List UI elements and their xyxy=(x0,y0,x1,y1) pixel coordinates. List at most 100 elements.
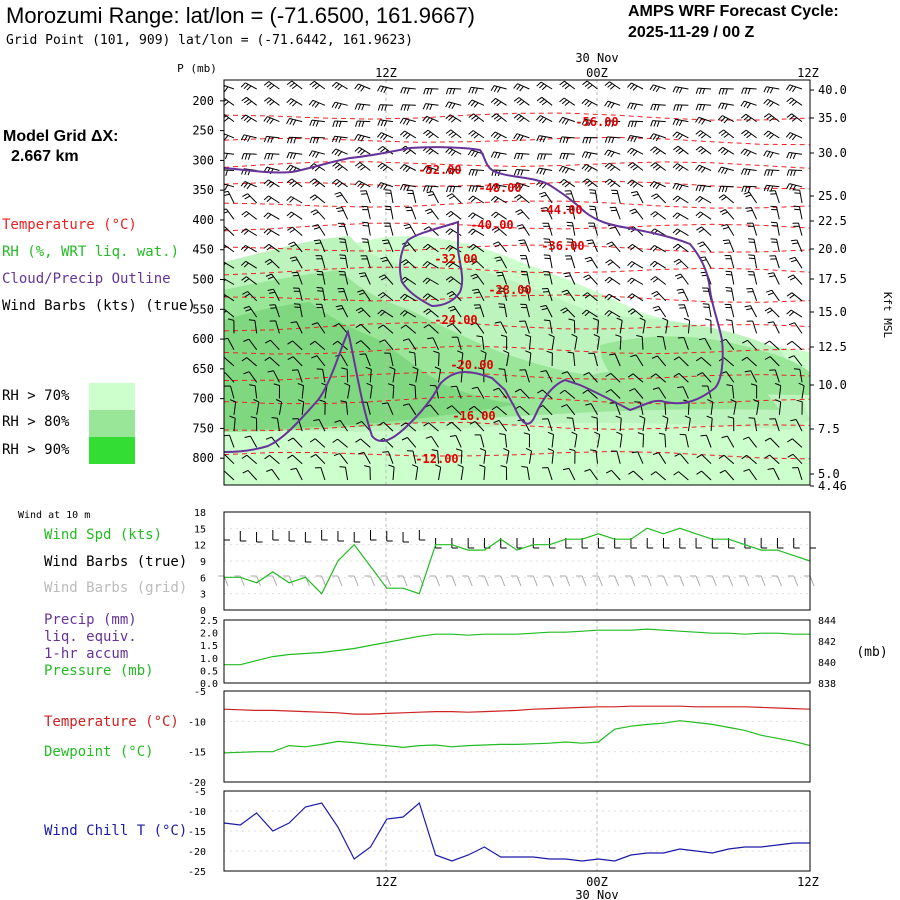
wind-barb-staff xyxy=(634,388,644,399)
ts-barb-grid xyxy=(663,575,668,587)
wind-barb-staff xyxy=(725,371,735,383)
wind-barb-feather xyxy=(584,100,590,106)
wind-barb-feather xyxy=(513,97,520,102)
wind-barb-staff xyxy=(597,320,599,334)
wind-barb-staff xyxy=(658,387,667,399)
wind-barb-feather xyxy=(770,221,778,224)
wind-barb-feather xyxy=(636,335,643,338)
wind-barb-feather xyxy=(790,419,797,422)
wind-barb-staff xyxy=(390,206,394,220)
wind-barb-feather xyxy=(490,151,495,158)
wind-barb-feather xyxy=(333,452,340,457)
wind-barb-feather xyxy=(718,185,722,193)
wind-barb-feather xyxy=(480,350,487,354)
wind-barb-feather xyxy=(607,180,613,185)
wind-barb-feather xyxy=(246,85,252,91)
wind-barb-staff xyxy=(610,259,621,269)
wind-barb-feather xyxy=(400,422,407,427)
windchill-axes: -10-15-20-25-5 xyxy=(188,787,206,878)
wind-barb-feather xyxy=(561,180,568,186)
wind-barb-staff xyxy=(685,434,689,448)
wind-barb-staff xyxy=(495,211,507,220)
wind-barb-staff xyxy=(746,454,757,465)
wind-barb-feather xyxy=(723,118,729,124)
wind-barb-staff xyxy=(269,258,280,269)
wind-barb-feather xyxy=(287,356,294,361)
wind-barb-staff xyxy=(470,185,484,188)
wind-barb-feather xyxy=(313,419,320,422)
wind-barb-feather xyxy=(763,86,767,93)
wind-barb-staff xyxy=(566,371,576,383)
wind-barb-feather xyxy=(387,383,394,387)
wind-barb-feather xyxy=(357,164,363,169)
wind-barb-feather xyxy=(243,98,250,104)
isotherm xyxy=(224,421,810,431)
wind-barb-staff xyxy=(586,309,598,318)
wind-barb-feather xyxy=(470,214,476,220)
wind-barb-staff xyxy=(483,466,486,481)
wind-barb-feather xyxy=(388,464,395,468)
wind-barb-feather xyxy=(649,245,655,251)
wind-barb-field xyxy=(224,80,805,481)
ts-barb-grid xyxy=(435,575,441,587)
wind-barb-feather xyxy=(720,167,725,174)
wind-barb-feather xyxy=(308,150,313,157)
wind-barb-feather xyxy=(604,293,610,299)
wind-barb-staff xyxy=(479,304,485,318)
wind-barb-feather xyxy=(275,399,282,403)
wind-barb-staff xyxy=(456,386,462,399)
wind-barb-feather xyxy=(449,435,456,437)
wind-barb-feather xyxy=(311,82,318,88)
wind-barb-feather xyxy=(584,152,589,159)
wind-barb-feather xyxy=(496,101,502,107)
rh85-area xyxy=(224,302,520,430)
wind-barb-feather xyxy=(519,184,524,190)
wind-barb-feather xyxy=(498,303,505,305)
wind-barb-feather xyxy=(471,261,478,266)
ts-barb-grid xyxy=(809,575,815,587)
ts-barb-grid xyxy=(321,575,327,587)
wind-barb-staff xyxy=(710,401,714,415)
wind-barb-feather xyxy=(331,179,338,184)
wind-barb-feather xyxy=(451,169,456,175)
wind-barb-feather xyxy=(684,415,691,419)
wind-barb-staff xyxy=(474,421,485,432)
wind-barb-staff xyxy=(266,153,280,155)
wind-barb-feather xyxy=(425,436,432,439)
grid-spacing-value: 2.667 km xyxy=(11,148,79,165)
wind-barb-staff xyxy=(748,436,757,448)
wind-barb-staff xyxy=(361,421,371,432)
wind-barb-feather xyxy=(700,434,707,437)
wind-tick-label: 0 xyxy=(200,606,206,617)
wind-barb-feather xyxy=(476,335,483,338)
wind-barb-feather xyxy=(516,224,523,227)
wind-barb-staff xyxy=(432,191,439,204)
wind-barb-staff xyxy=(474,258,485,269)
wind-barb-staff xyxy=(789,84,803,90)
top-tick-00z: 00Z xyxy=(586,66,608,80)
wind-barb-staff xyxy=(564,389,576,399)
wind-barb-feather xyxy=(445,228,451,234)
wind-barb-feather xyxy=(650,162,656,167)
wind-barb-feather xyxy=(767,467,774,470)
wind-barb-feather xyxy=(360,166,366,171)
wind-barb-staff xyxy=(275,320,280,334)
main-gridlines xyxy=(385,80,598,485)
wind-barb-staff xyxy=(321,271,326,285)
wind-barb-feather xyxy=(701,119,706,125)
wind-barb-feather xyxy=(400,259,407,264)
wind-barb-staff xyxy=(224,278,235,285)
ts-barb-grid xyxy=(532,575,538,587)
wind-barb-staff xyxy=(676,212,689,220)
isotherm xyxy=(224,322,810,332)
wind-barb-feather xyxy=(655,135,660,142)
wind-barb-feather xyxy=(497,274,504,277)
wind-barb-staff xyxy=(245,114,257,123)
wind-barb-feather xyxy=(744,370,751,373)
wind-barb-feather xyxy=(582,137,585,144)
wind-barb-feather xyxy=(224,262,227,266)
wind-barb-staff xyxy=(438,352,440,367)
pressure-tick-label: 450 xyxy=(192,243,214,257)
wind-barb-feather xyxy=(695,117,700,123)
isotherm xyxy=(224,372,810,381)
